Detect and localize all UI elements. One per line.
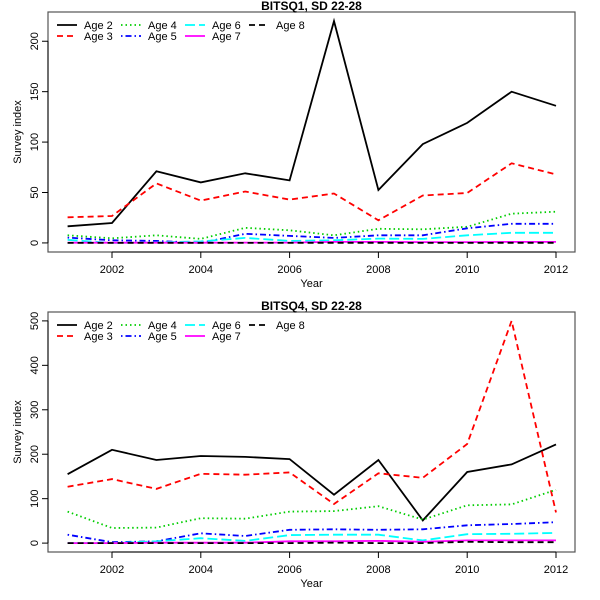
series-line-age-2 (67, 443, 557, 522)
x-tick-label: 2004 (189, 264, 213, 276)
y-tick-label: 200 (29, 445, 41, 463)
chart-title: BITSQ4, SD 22-28 (261, 299, 362, 313)
y-tick-label: 300 (29, 401, 41, 419)
legend-label: Age 6 (212, 320, 241, 332)
y-tick-label: 100 (29, 133, 41, 151)
chart-panel-1: BITSQ1, SD 22-28 Year Survey index 2002 2004… (12, 0, 576, 290)
y-tick-label: 200 (29, 32, 41, 50)
series-line-age-6 (67, 532, 557, 544)
y-tick-label: 0 (29, 240, 41, 246)
legend-label: Age 7 (212, 31, 241, 43)
x-tick-label: 2010 (455, 264, 479, 276)
y-tick-label: 150 (29, 82, 41, 100)
y-tick-label: 400 (29, 356, 41, 374)
x-tick-label: 2010 (455, 564, 479, 576)
legend-label: Age 2 (84, 20, 113, 32)
legend-label: Age 7 (212, 331, 241, 343)
x-tick-label: 2006 (277, 264, 301, 276)
legend-label: Age 5 (148, 331, 177, 343)
legend-label: Age 6 (212, 20, 241, 32)
y-tick-label: 0 (29, 540, 41, 546)
x-tick-label: 2002 (100, 264, 124, 276)
plot-frame (47, 11, 576, 253)
plot-frame (47, 311, 576, 553)
series-line-age-5 (67, 222, 556, 244)
x-tick-label: 2012 (544, 564, 568, 576)
y-axis-label: Survey index (12, 400, 24, 464)
legend-label: Age 3 (84, 331, 113, 343)
legend-label: Age 5 (148, 31, 177, 43)
series-line-age-3 (67, 317, 557, 513)
x-axis-label: Year (300, 278, 323, 290)
x-tick-label: 2008 (366, 564, 390, 576)
x-tick-label: 2012 (544, 264, 568, 276)
series-line-age-6 (67, 231, 556, 244)
y-axis-label: Survey index (12, 100, 24, 164)
legend-label: Age 3 (84, 31, 113, 43)
legend-label: Age 2 (84, 320, 113, 332)
y-tick-label: 500 (29, 312, 41, 330)
legend-label: Age 8 (276, 20, 305, 32)
x-tick-label: 2002 (100, 564, 124, 576)
series-line-age-3 (67, 162, 557, 222)
chart-title: BITSQ1, SD 22-28 (261, 0, 362, 13)
x-axis-label: Year (300, 578, 323, 590)
x-tick-label: 2006 (277, 564, 301, 576)
y-tick-label: 50 (29, 186, 41, 198)
series-line-age-2 (67, 17, 557, 228)
legend-label: Age 4 (148, 320, 177, 332)
legend-label: Age 8 (276, 320, 305, 332)
series-line-age-5 (67, 521, 557, 544)
legend-label: Age 4 (148, 20, 177, 32)
x-tick-label: 2008 (366, 264, 390, 276)
series-line-age-8 (67, 540, 556, 544)
series-line-age-4 (67, 488, 557, 529)
x-tick-label: 2004 (189, 564, 213, 576)
series-line-age-4 (67, 210, 557, 240)
y-tick-label: 100 (29, 489, 41, 507)
